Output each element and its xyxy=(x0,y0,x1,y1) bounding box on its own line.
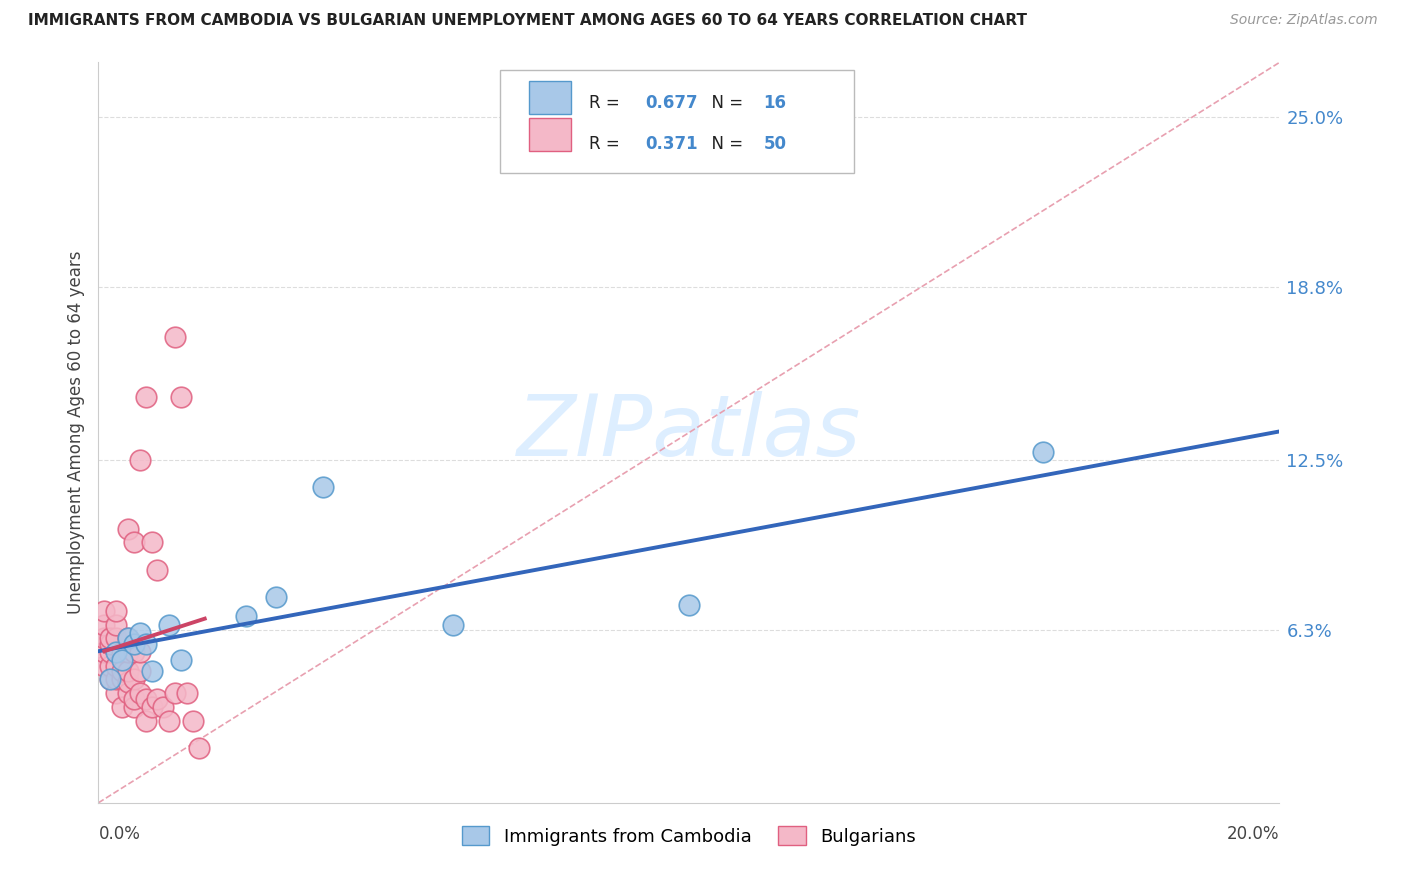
Text: N =: N = xyxy=(700,135,748,153)
Point xyxy=(122,699,145,714)
Point xyxy=(264,590,287,604)
Point xyxy=(105,658,128,673)
Point xyxy=(93,632,115,646)
Point xyxy=(146,563,169,577)
Point xyxy=(105,686,128,700)
Point xyxy=(141,664,163,678)
Point xyxy=(111,673,134,687)
Point xyxy=(678,599,700,613)
Point xyxy=(117,675,139,690)
Point xyxy=(105,617,128,632)
Y-axis label: Unemployment Among Ages 60 to 64 years: Unemployment Among Ages 60 to 64 years xyxy=(66,251,84,615)
Point xyxy=(128,664,150,678)
Point xyxy=(122,535,145,549)
Point xyxy=(93,658,115,673)
Bar xyxy=(530,80,571,114)
Point xyxy=(98,637,121,651)
Point xyxy=(122,691,145,706)
Point xyxy=(98,645,121,659)
Point xyxy=(135,714,157,728)
Point xyxy=(141,699,163,714)
Point xyxy=(98,673,121,687)
Point xyxy=(105,604,128,618)
Text: IMMIGRANTS FROM CAMBODIA VS BULGARIAN UNEMPLOYMENT AMONG AGES 60 TO 64 YEARS COR: IMMIGRANTS FROM CAMBODIA VS BULGARIAN UN… xyxy=(28,13,1028,29)
Point xyxy=(176,686,198,700)
Point xyxy=(157,617,180,632)
Point xyxy=(105,645,128,659)
Text: 50: 50 xyxy=(763,135,786,153)
Point xyxy=(170,390,193,404)
Point xyxy=(128,645,150,659)
Point xyxy=(135,691,157,706)
Text: 0.677: 0.677 xyxy=(645,95,697,112)
Point xyxy=(111,699,134,714)
Text: ZIPatlas: ZIPatlas xyxy=(517,391,860,475)
Point xyxy=(122,645,145,659)
Text: 20.0%: 20.0% xyxy=(1227,825,1279,843)
Point xyxy=(98,632,121,646)
Point xyxy=(157,714,180,728)
Bar xyxy=(530,118,571,152)
Point xyxy=(141,535,163,549)
Point xyxy=(146,691,169,706)
Point xyxy=(312,480,335,494)
Text: 0.0%: 0.0% xyxy=(98,825,141,843)
Point xyxy=(93,645,115,659)
Text: R =: R = xyxy=(589,135,624,153)
Point xyxy=(128,453,150,467)
Point xyxy=(117,645,139,659)
Point xyxy=(93,604,115,618)
Point xyxy=(235,609,257,624)
Point xyxy=(128,625,150,640)
FancyBboxPatch shape xyxy=(501,70,855,173)
Point xyxy=(98,658,121,673)
Point xyxy=(117,522,139,536)
Legend: Immigrants from Cambodia, Bulgarians: Immigrants from Cambodia, Bulgarians xyxy=(456,819,922,853)
Point xyxy=(170,653,193,667)
Point xyxy=(117,632,139,646)
Point xyxy=(128,686,150,700)
Text: R =: R = xyxy=(589,95,624,112)
Point xyxy=(122,673,145,687)
Point xyxy=(181,714,204,728)
Text: 16: 16 xyxy=(763,95,786,112)
Point xyxy=(122,637,145,651)
Point xyxy=(441,617,464,632)
Text: N =: N = xyxy=(700,95,748,112)
Point xyxy=(111,645,134,659)
Point xyxy=(111,653,134,667)
Text: Source: ZipAtlas.com: Source: ZipAtlas.com xyxy=(1230,13,1378,28)
Point xyxy=(135,390,157,404)
Point xyxy=(152,699,174,714)
Point xyxy=(165,329,187,343)
Point xyxy=(187,741,209,756)
Point xyxy=(135,637,157,651)
Point xyxy=(117,686,139,700)
Point xyxy=(98,673,121,687)
Point xyxy=(117,664,139,678)
Point xyxy=(1032,445,1054,459)
Point xyxy=(165,686,187,700)
Point xyxy=(105,632,128,646)
Point xyxy=(111,664,134,678)
Point xyxy=(105,673,128,687)
Text: 0.371: 0.371 xyxy=(645,135,697,153)
Point xyxy=(93,617,115,632)
Point xyxy=(117,632,139,646)
